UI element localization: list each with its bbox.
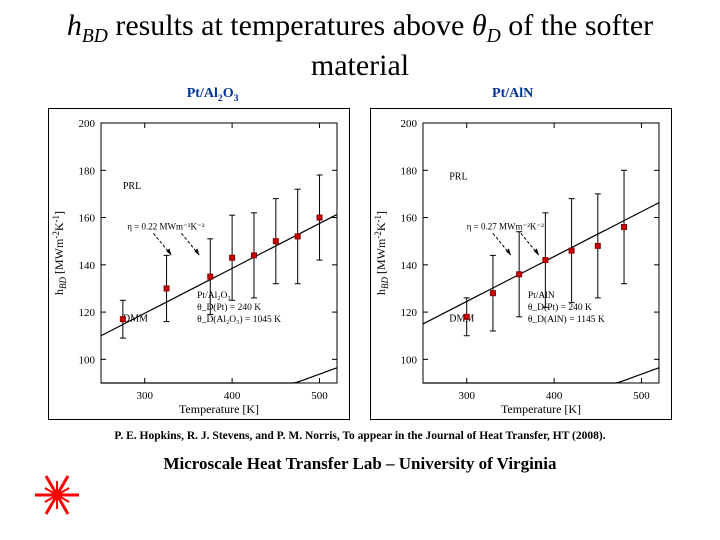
svg-text:120: 120	[401, 307, 418, 319]
slide-title: hBD results at temperatures above θD of …	[0, 0, 720, 84]
citation-text: P. E. Hopkins, R. J. Stevens, and P. M. …	[0, 430, 720, 442]
svg-text:θ_D(Pt) = 240 K: θ_D(Pt) = 240 K	[528, 302, 592, 313]
svg-text:Temperature [K]: Temperature [K]	[501, 402, 581, 416]
svg-text:140: 140	[401, 260, 418, 272]
svg-text:PRL: PRL	[123, 181, 141, 192]
svg-text:400: 400	[546, 390, 563, 402]
chart-left: 100 120 140 160 180 200 300 400 500 Temperature […	[48, 108, 350, 420]
svg-text:180: 180	[401, 165, 418, 177]
chart-labels-row: Pt/Al2O3 Pt/AlN	[0, 86, 720, 104]
svg-text:Temperature [K]: Temperature [K]	[179, 402, 259, 416]
svg-text:100: 100	[79, 355, 96, 367]
footer-text: Microscale Heat Transfer Lab – Universit…	[0, 454, 720, 474]
svg-text:DMM: DMM	[449, 314, 474, 325]
svg-text:160: 160	[401, 213, 418, 225]
svg-text:η = 0.22 MWm⁻²K⁻²: η = 0.22 MWm⁻²K⁻²	[127, 222, 204, 232]
svg-text:200: 200	[401, 118, 418, 130]
svg-text:400: 400	[224, 390, 241, 402]
laser-icon	[32, 470, 82, 520]
svg-text:θ_D(AlN) = 1145 K: θ_D(AlN) = 1145 K	[528, 314, 605, 325]
title-theta: θ	[472, 9, 487, 42]
svg-text:Pt/AlN: Pt/AlN	[528, 291, 555, 301]
svg-text:300: 300	[458, 390, 475, 402]
svg-text:θ_D(Pt) = 240 K: θ_D(Pt) = 240 K	[197, 302, 261, 313]
svg-text:300: 300	[136, 390, 153, 402]
svg-text:160: 160	[79, 213, 96, 225]
svg-text:120: 120	[79, 307, 96, 319]
svg-text:hBD [MWm-2K-1]: hBD [MWm-2K-1]	[373, 211, 390, 295]
svg-text:θ_D(Al₂O₃) = 1045 K: θ_D(Al₂O₃) = 1045 K	[197, 314, 281, 325]
svg-text:η = 0.27 MWm⁻²K⁻²: η = 0.27 MWm⁻²K⁻²	[467, 222, 544, 232]
chart-label-right: Pt/AlN	[492, 86, 533, 104]
svg-text:500: 500	[633, 390, 650, 402]
title-h-sub: BD	[82, 26, 108, 47]
svg-text:Pt/Al₂O₃: Pt/Al₂O₃	[197, 291, 231, 301]
chart-label-left: Pt/Al2O3	[187, 86, 239, 104]
charts-row: 100 120 140 160 180 200 300 400 500 Temperature […	[0, 104, 720, 420]
svg-text:100: 100	[401, 355, 418, 367]
svg-text:200: 200	[79, 118, 96, 130]
title-mid: results at temperatures above	[108, 9, 472, 42]
svg-text:180: 180	[79, 165, 96, 177]
svg-text:DMM: DMM	[123, 314, 148, 325]
svg-text:PRL: PRL	[449, 172, 467, 183]
title-theta-sub: D	[487, 26, 501, 47]
svg-text:140: 140	[79, 260, 96, 272]
chart-right: 100 120 140 160 180 200 300 400 500 Temperature […	[370, 108, 672, 420]
svg-text:500: 500	[311, 390, 328, 402]
svg-text:hBD [MWm-2K-1]: hBD [MWm-2K-1]	[51, 211, 68, 295]
title-h: h	[67, 9, 82, 42]
